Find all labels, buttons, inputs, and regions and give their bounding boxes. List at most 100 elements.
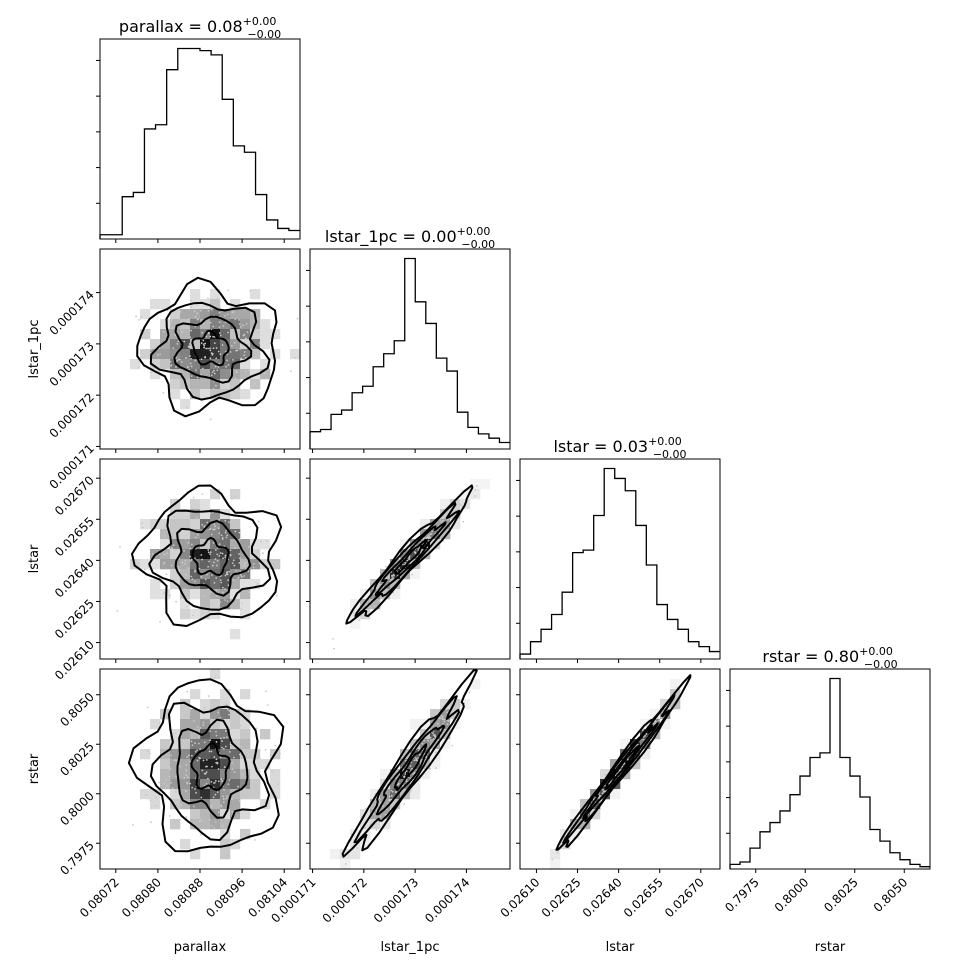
sample-point [196, 749, 198, 752]
sample-point [213, 782, 215, 784]
density-cell [140, 349, 151, 360]
sample-point [212, 528, 215, 531]
sample-point [222, 801, 225, 804]
x-tick-label-rstar: 0.8025 [821, 875, 861, 915]
sample-point [263, 372, 266, 375]
sample-point [243, 563, 246, 565]
density-cell [620, 739, 631, 750]
density-cell [470, 679, 481, 690]
density-cell [290, 349, 300, 360]
sample-point [183, 777, 186, 779]
density-cell [240, 309, 251, 320]
density-parallax-lstar [116, 484, 304, 640]
sample-point [202, 759, 205, 762]
density-cell [220, 529, 231, 540]
sample-point [209, 591, 212, 594]
density-cell [570, 829, 581, 840]
density-cell [200, 739, 211, 750]
sample-point [184, 742, 187, 745]
sample-point [244, 787, 247, 790]
sample-point [214, 558, 217, 561]
sample-point [185, 357, 187, 359]
density-cell [230, 729, 241, 740]
sample-point [196, 725, 199, 728]
sample-point [451, 744, 454, 747]
sample-point [178, 525, 181, 528]
sample-point [171, 547, 174, 550]
panel-lstar_1pc-lstar_1pc: lstar_1pc = 0.00+0.00 −0.00 [306, 225, 511, 453]
sample-point [175, 775, 178, 778]
sample-point [402, 563, 404, 566]
density-cell [200, 749, 211, 760]
density-cell [210, 529, 221, 540]
sample-point [201, 493, 204, 496]
density-cell [210, 779, 221, 790]
sample-point [243, 793, 246, 795]
density-cell [240, 739, 251, 750]
sample-point [215, 577, 218, 579]
density-cell [560, 839, 571, 850]
sample-point [210, 374, 213, 377]
sample-point [221, 344, 224, 346]
sample-point [228, 521, 230, 523]
sample-point [217, 365, 220, 368]
sample-point [404, 773, 407, 775]
sample-point [232, 579, 235, 582]
density-cell [230, 529, 241, 540]
density-cell [420, 729, 431, 740]
density-cell [230, 299, 241, 310]
density-cell [390, 559, 401, 570]
density-cell [400, 549, 411, 560]
sample-point [234, 547, 236, 550]
sample-point [203, 706, 206, 709]
density-cell [210, 579, 221, 590]
sample-point [194, 569, 197, 572]
sample-point [226, 708, 229, 711]
sample-point [216, 762, 219, 765]
density-cell [180, 549, 191, 560]
sample-point [185, 535, 188, 537]
sample-point [207, 695, 210, 697]
density-cell [180, 799, 191, 810]
density-cell [450, 709, 461, 720]
density-cell [170, 309, 181, 320]
density-cell [160, 539, 171, 550]
density-cell [270, 559, 281, 570]
sample-point [212, 388, 215, 390]
sample-point [190, 740, 193, 743]
sample-point [210, 805, 213, 808]
density-cell [160, 339, 171, 350]
sample-point [185, 774, 188, 777]
sample-point [240, 745, 243, 748]
sample-point [353, 614, 356, 617]
sample-point [195, 791, 198, 794]
sample-point [239, 724, 242, 727]
sample-point [551, 858, 554, 861]
density-cell [260, 759, 271, 770]
sample-point [194, 813, 196, 816]
sample-point [229, 743, 232, 746]
sample-point [158, 781, 161, 784]
sample-point [215, 384, 217, 387]
sample-point [302, 549, 304, 551]
density-cell [230, 589, 241, 600]
sample-point [436, 722, 439, 725]
density-cell [170, 519, 181, 530]
contour-line [345, 484, 474, 625]
density-cell [240, 689, 251, 700]
sample-point [229, 549, 232, 552]
density-cell [240, 829, 251, 840]
sample-point [403, 775, 406, 778]
contour-line [176, 718, 249, 819]
density-cell [190, 579, 201, 590]
sample-point [240, 357, 243, 360]
density-cell [250, 549, 261, 560]
density-cell [210, 799, 221, 810]
density-cell [160, 529, 171, 540]
sample-point [217, 780, 220, 783]
sample-point [243, 565, 246, 568]
sample-point [185, 574, 187, 576]
density-cell [180, 579, 191, 590]
density-cell [410, 549, 421, 560]
sample-point [221, 746, 223, 749]
